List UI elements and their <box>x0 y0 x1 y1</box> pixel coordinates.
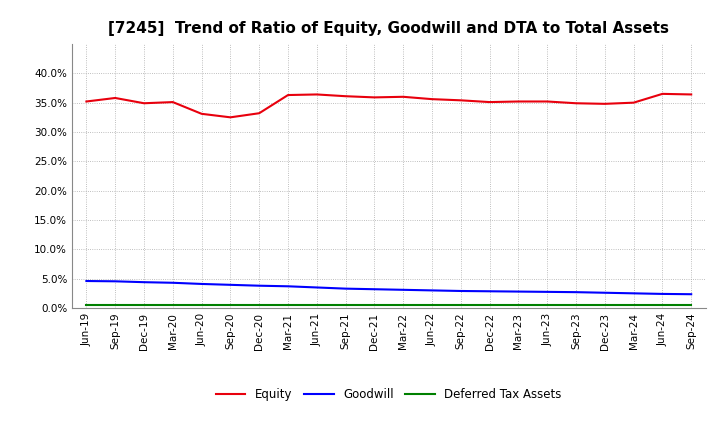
Equity <box>140 101 148 106</box>
Equity <box>543 99 552 104</box>
Deferred Tax Assets <box>111 303 120 308</box>
Equity <box>370 95 379 100</box>
Deferred Tax Assets <box>572 303 580 308</box>
Equity <box>226 115 235 120</box>
Line: Goodwill: Goodwill <box>86 281 691 294</box>
Goodwill <box>312 285 321 290</box>
Goodwill <box>658 291 667 297</box>
Deferred Tax Assets <box>82 303 91 308</box>
Goodwill <box>485 289 494 294</box>
Equity <box>687 92 696 97</box>
Legend: Equity, Goodwill, Deferred Tax Assets: Equity, Goodwill, Deferred Tax Assets <box>216 388 562 401</box>
Goodwill <box>600 290 609 295</box>
Goodwill <box>543 289 552 294</box>
Deferred Tax Assets <box>543 303 552 308</box>
Deferred Tax Assets <box>658 303 667 308</box>
Equity <box>514 99 523 104</box>
Goodwill <box>428 288 436 293</box>
Equity <box>284 92 292 98</box>
Goodwill <box>197 281 206 286</box>
Deferred Tax Assets <box>399 303 408 308</box>
Deferred Tax Assets <box>428 303 436 308</box>
Deferred Tax Assets <box>687 303 696 308</box>
Goodwill <box>370 286 379 292</box>
Goodwill <box>255 283 264 288</box>
Deferred Tax Assets <box>456 303 465 308</box>
Goodwill <box>140 279 148 285</box>
Equity <box>428 96 436 102</box>
Deferred Tax Assets <box>629 303 638 308</box>
Deferred Tax Assets <box>485 303 494 308</box>
Goodwill <box>168 280 177 286</box>
Equity <box>82 99 91 104</box>
Goodwill <box>399 287 408 293</box>
Equity <box>629 100 638 105</box>
Deferred Tax Assets <box>600 303 609 308</box>
Goodwill <box>629 291 638 296</box>
Equity <box>197 111 206 117</box>
Deferred Tax Assets <box>341 303 350 308</box>
Goodwill <box>284 284 292 289</box>
Title: [7245]  Trend of Ratio of Equity, Goodwill and DTA to Total Assets: [7245] Trend of Ratio of Equity, Goodwil… <box>108 21 670 36</box>
Deferred Tax Assets <box>226 303 235 308</box>
Goodwill <box>687 292 696 297</box>
Equity <box>111 95 120 101</box>
Equity <box>456 98 465 103</box>
Goodwill <box>456 288 465 293</box>
Equity <box>600 101 609 106</box>
Deferred Tax Assets <box>284 303 292 308</box>
Goodwill <box>341 286 350 291</box>
Deferred Tax Assets <box>312 303 321 308</box>
Deferred Tax Assets <box>168 303 177 308</box>
Equity <box>255 110 264 116</box>
Line: Equity: Equity <box>86 94 691 117</box>
Goodwill <box>572 290 580 295</box>
Equity <box>341 94 350 99</box>
Goodwill <box>82 279 91 284</box>
Equity <box>572 101 580 106</box>
Goodwill <box>111 279 120 284</box>
Goodwill <box>514 289 523 294</box>
Deferred Tax Assets <box>370 303 379 308</box>
Equity <box>399 94 408 99</box>
Goodwill <box>226 282 235 287</box>
Equity <box>168 99 177 105</box>
Deferred Tax Assets <box>140 303 148 308</box>
Equity <box>312 92 321 97</box>
Equity <box>485 99 494 105</box>
Equity <box>658 91 667 96</box>
Deferred Tax Assets <box>514 303 523 308</box>
Deferred Tax Assets <box>255 303 264 308</box>
Deferred Tax Assets <box>197 303 206 308</box>
